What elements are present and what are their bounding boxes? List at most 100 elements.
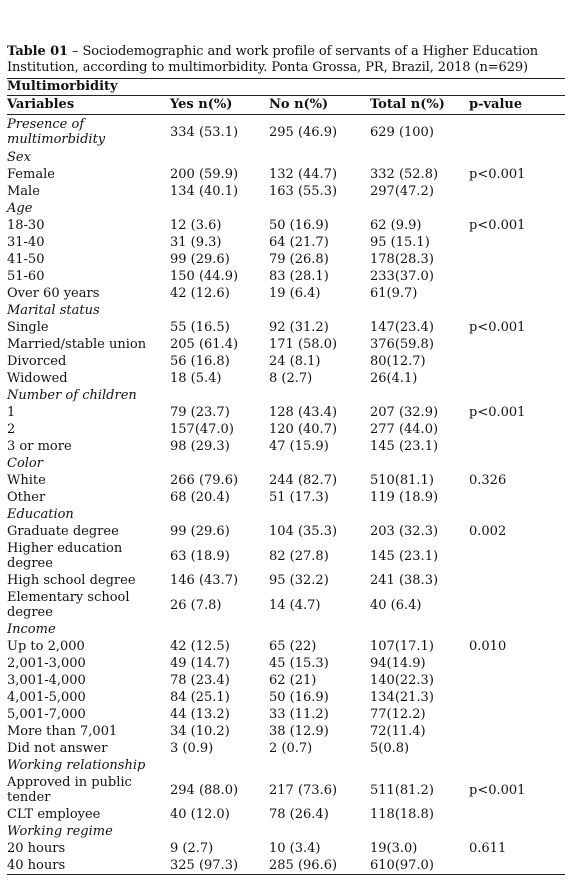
cell-p <box>469 234 565 251</box>
category-row: Income <box>7 621 565 638</box>
cell-label: Married/stable union <box>7 337 147 352</box>
cell-label: 3,001-4,000 <box>7 673 86 688</box>
cell-no: 38 (12.9) <box>269 724 329 739</box>
cell-no: 128 (43.4) <box>269 405 338 420</box>
multimorbidity-group-header: Multimorbidity <box>7 79 118 94</box>
cell-yes: 18 (5.4) <box>170 371 222 386</box>
cell-total: 233(37.0) <box>370 269 434 284</box>
cell-yes: 99 (29.6) <box>170 524 230 539</box>
table-row: CLT employee 40 (12.0) 78 (26.4) 118(18.… <box>7 806 565 823</box>
table-row: 5,001-7,000 44 (13.2) 33 (11.2) 77(12.2) <box>7 706 565 723</box>
cell-yes: 34 (10.2) <box>170 724 230 739</box>
cell-no: 50 (16.9) <box>269 690 329 705</box>
table-container: Table 01 – Sociodemographic and work pro… <box>7 44 565 875</box>
cell-label: Divorced <box>7 354 67 369</box>
cell-yes: 98 (29.3) <box>170 439 230 454</box>
table-row: 31-40 31 (9.3) 64 (21.7) 95 (15.1) <box>7 234 565 251</box>
cell-total: 332 (52.8) <box>370 167 439 182</box>
cell-no: 120 (40.7) <box>269 422 338 437</box>
table-row: 3,001-4,000 78 (23.4) 62 (21) 140(22.3) <box>7 672 565 689</box>
cell-label: Male <box>7 184 40 199</box>
cell-yes: 150 (44.9) <box>170 269 239 284</box>
cell-total: 178(28.3) <box>370 252 434 267</box>
cell-label: Did not answer <box>7 741 108 756</box>
cell-p <box>469 589 565 621</box>
cell-total: 203 (32.3) <box>370 524 439 539</box>
table-caption-label: Table 01 <box>7 44 68 59</box>
cell-no: 62 (21) <box>269 673 317 688</box>
cell-label: Elementary school degree <box>7 590 130 620</box>
cell-p <box>469 268 565 285</box>
table-caption-text: – Sociodemographic and work profile of s… <box>7 44 539 75</box>
cell-p <box>469 336 565 353</box>
cell-label: White <box>7 473 46 488</box>
cell-no: 132 (44.7) <box>269 167 338 182</box>
table-row: High school degree 146 (43.7) 95 (32.2) … <box>7 572 565 589</box>
cell-yes: 63 (18.9) <box>170 548 230 564</box>
header-no: No n(%) <box>269 95 370 115</box>
cell-p: 0.611 <box>469 841 507 856</box>
table-row: Single 55 (16.5) 92 (31.2) 147(23.4) p<0… <box>7 319 565 336</box>
table-row: 1 79 (23.7) 128 (43.4) 207 (32.9) p<0.00… <box>7 404 565 421</box>
category-row: Working relationship <box>7 757 565 774</box>
cell-total: 94(14.9) <box>370 656 426 671</box>
cell-p <box>469 251 565 268</box>
cell-no: 10 (3.4) <box>269 841 321 856</box>
cell-no: 95 (32.2) <box>269 573 329 588</box>
header-p-value: p-value <box>469 95 565 115</box>
cell-yes: 146 (43.7) <box>170 573 239 588</box>
table-row: Did not answer 3 (0.9) 2 (0.7) 5(0.8) <box>7 740 565 757</box>
header-variables: Variables <box>7 95 170 115</box>
cell-no: 163 (55.3) <box>269 184 338 199</box>
cell-total: 629 (100) <box>370 124 434 140</box>
category-label: Income <box>7 622 56 637</box>
cell-total: 610(97.0) <box>370 857 469 875</box>
cell-total: 107(17.1) <box>370 639 434 654</box>
cell-yes: 42 (12.6) <box>170 286 230 301</box>
cell-total: 140(22.3) <box>370 673 434 688</box>
category-row: Education <box>7 506 565 523</box>
table-row: 18-30 12 (3.6) 50 (16.9) 62 (9.9) p<0.00… <box>7 217 565 234</box>
cell-p: p<0.001 <box>469 320 526 335</box>
cell-yes: 68 (20.4) <box>170 490 230 505</box>
cell-total: 5(0.8) <box>370 741 410 756</box>
cell-no: 285 (96.6) <box>269 857 370 875</box>
category-label: Marital status <box>7 303 100 318</box>
cell-label: 20 hours <box>7 841 66 856</box>
cell-no: 24 (8.1) <box>269 354 321 369</box>
cell-total: 147(23.4) <box>370 320 434 335</box>
table-row: 2,001-3,000 49 (14.7) 45 (15.3) 94(14.9) <box>7 655 565 672</box>
table-row: White 266 (79.6) 244 (82.7) 510(81.1) 0.… <box>7 472 565 489</box>
cell-no: 83 (28.1) <box>269 269 329 284</box>
cell-p <box>469 706 565 723</box>
cell-total: 207 (32.9) <box>370 405 439 420</box>
cell-p <box>469 421 565 438</box>
category-row: Number of children <box>7 387 565 404</box>
cell-yes: 49 (14.7) <box>170 656 230 671</box>
cell-p <box>469 655 565 672</box>
cell-total: 241 (38.3) <box>370 573 439 588</box>
cell-no: 92 (31.2) <box>269 320 329 335</box>
cell-p <box>469 540 565 572</box>
cell-p: 0.010 <box>469 639 507 654</box>
cell-yes: 294 (88.0) <box>170 782 239 798</box>
cell-p <box>469 723 565 740</box>
cell-yes: 84 (25.1) <box>170 690 230 705</box>
cell-p: p<0.001 <box>469 167 526 182</box>
table-row: Male 134 (40.1) 163 (55.3) 297(47.2) <box>7 183 565 200</box>
cell-yes: 40 (12.0) <box>170 807 230 822</box>
table-row: 3 or more 98 (29.3) 47 (15.9) 145 (23.1) <box>7 438 565 455</box>
cell-no: 217 (73.6) <box>269 782 338 798</box>
table-row: Over 60 years 42 (12.6) 19 (6.4) 61(9.7) <box>7 285 565 302</box>
cell-total: 297(47.2) <box>370 184 434 199</box>
cell-yes: 99 (29.6) <box>170 252 230 267</box>
cell-yes: 55 (16.5) <box>170 320 230 335</box>
cell-total: 72(11.4) <box>370 724 426 739</box>
table-row: Married/stable union 205 (61.4) 171 (58.… <box>7 336 565 353</box>
table-row: Approved in public tender 294 (88.0) 217… <box>7 774 565 806</box>
category-label: Presence of multimorbidity <box>7 117 106 147</box>
table-row: Presence of multimorbidity 334 (53.1) 29… <box>7 115 565 150</box>
category-row: Color <box>7 455 565 472</box>
cell-no: 171 (58.0) <box>269 337 338 352</box>
table-row: Widowed 18 (5.4) 8 (2.7) 26(4.1) <box>7 370 565 387</box>
